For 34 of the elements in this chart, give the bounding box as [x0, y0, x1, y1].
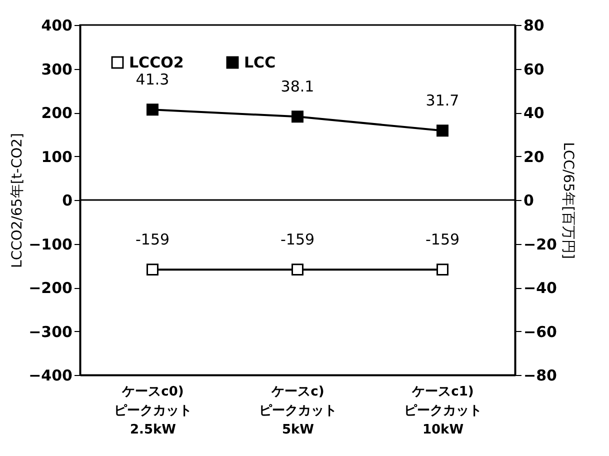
y2-axis-title: LCC/65年[百万円]: [560, 142, 576, 259]
y-axis-title: LCCO2/65年[t-CO2]: [10, 133, 26, 268]
data-label: -159: [425, 230, 460, 249]
y-tick-label: −400: [28, 366, 72, 384]
y2-tick-label: −40: [524, 279, 557, 297]
y-tick-label: −300: [28, 322, 72, 341]
y-tick-label: −100: [28, 235, 72, 254]
data-label: -159: [135, 230, 170, 249]
y2-tick-label: 20: [524, 148, 544, 166]
y-tick-label: 0: [62, 192, 72, 210]
data-label: 31.7: [426, 92, 460, 110]
data-label: 41.3: [136, 70, 170, 89]
y2-tick-label: 80: [524, 16, 544, 34]
legend-label: LCC: [244, 54, 276, 72]
y2-tick-label: −20: [524, 235, 557, 254]
point: [146, 104, 158, 116]
point: [436, 124, 448, 137]
y-tick-label: −200: [28, 279, 72, 297]
x-tick-label: ケースc0) ピークカット 2.5kW: [114, 384, 192, 438]
y2-tick-label: −80: [524, 366, 557, 384]
y-tick-label: 400: [41, 16, 72, 34]
x-tick-label: ケースc) ピークカット 5kW: [259, 384, 337, 438]
y2-tick-label: −60: [524, 322, 557, 341]
y2-tick-label: 0: [524, 192, 534, 210]
point: [292, 110, 304, 123]
y2-tick-label: 40: [524, 104, 544, 122]
legend-label: LCCO2: [129, 54, 184, 72]
y-tick-label: 300: [41, 60, 72, 78]
data-label: -159: [280, 230, 315, 249]
y2-tick-label: 60: [524, 60, 544, 78]
data-label: 38.1: [280, 78, 314, 96]
x-tick-label: ケースc1) ピークカット 10kW: [404, 384, 482, 438]
y-tick-label: 200: [41, 104, 72, 122]
y-tick-label: 100: [41, 148, 72, 166]
